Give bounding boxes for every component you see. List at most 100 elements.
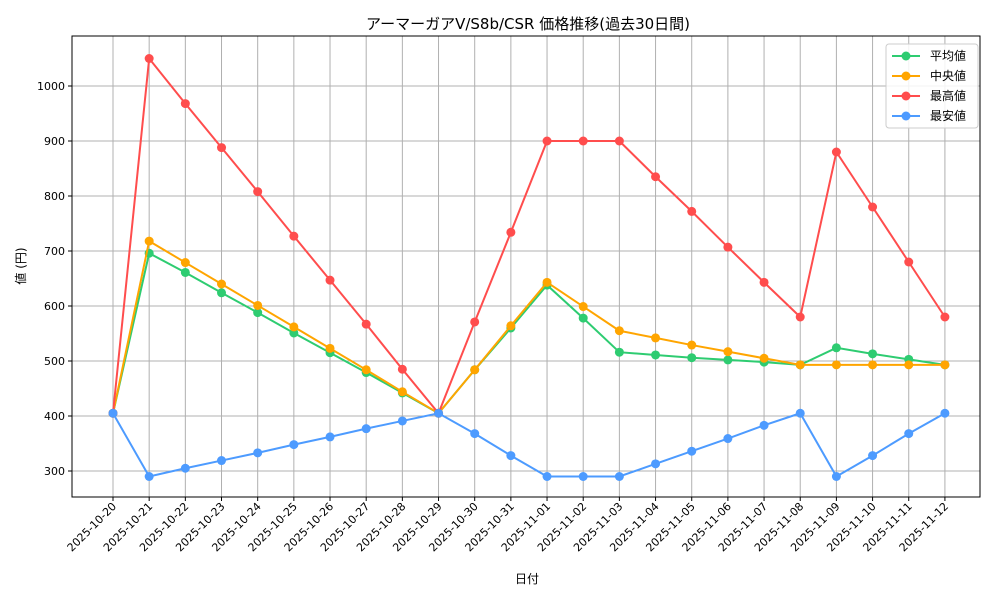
data-point [759, 277, 769, 287]
legend-label: 最安値 [930, 108, 966, 123]
chart-title: アーマーガアV/S8b/CSR 価格推移(過去30日間) [366, 15, 690, 33]
data-point [723, 434, 733, 444]
data-point [144, 54, 154, 63]
data-point [325, 343, 335, 353]
data-point [361, 365, 371, 375]
y-tick-label: 400 [44, 410, 65, 423]
data-point [940, 312, 950, 322]
series-最安値 [108, 408, 950, 481]
data-point [795, 360, 805, 370]
data-point [397, 416, 407, 426]
y-tick-label: 900 [44, 135, 65, 148]
data-point [687, 353, 697, 363]
legend-item: 平均値 [892, 48, 966, 63]
data-point [578, 302, 588, 312]
data-point [723, 347, 733, 357]
data-point [578, 136, 588, 146]
y-tick-label: 1000 [37, 80, 65, 93]
data-point [759, 353, 769, 363]
data-point [217, 279, 227, 289]
legend-marker-icon [901, 111, 911, 121]
data-point [831, 147, 841, 157]
grid-lines [72, 36, 980, 497]
legend-label: 中央値 [930, 68, 966, 83]
data-point [289, 440, 299, 450]
data-point [651, 459, 661, 469]
data-point [614, 472, 624, 481]
data-point [831, 360, 841, 370]
data-point [868, 451, 878, 461]
data-point [614, 326, 624, 336]
data-point [723, 355, 733, 365]
data-point [904, 257, 914, 267]
data-point [578, 472, 588, 481]
legend-marker-icon [901, 91, 911, 101]
data-point [180, 463, 190, 473]
series-平均値 [108, 248, 950, 418]
data-point [651, 333, 661, 343]
series-line [112, 239, 945, 415]
x-axis: 2025-10-202025-10-212025-10-222025-10-23… [65, 497, 951, 554]
data-point [651, 350, 661, 360]
data-point [180, 267, 190, 277]
data-point [325, 275, 335, 285]
data-point [217, 288, 227, 298]
y-tick-label: 600 [44, 300, 65, 313]
data-point [687, 206, 697, 216]
data-point [831, 343, 841, 353]
data-point [108, 408, 118, 418]
y-tick-label: 500 [44, 355, 65, 368]
data-point [253, 448, 263, 458]
data-point [217, 143, 227, 153]
legend-label: 平均値 [930, 48, 966, 63]
data-point [868, 360, 878, 370]
data-point [506, 227, 516, 237]
data-point [506, 321, 516, 331]
data-point [144, 236, 154, 246]
series-line [112, 412, 946, 478]
y-tick-label: 300 [44, 465, 65, 478]
y-axis: 300 400 500 600 700 800 900 1000 [37, 80, 72, 478]
data-point [253, 187, 263, 197]
data-point [470, 429, 480, 439]
plot-frame [71, 35, 981, 498]
series-最高値 [108, 54, 950, 418]
data-point [868, 349, 878, 359]
y-tick-label: 700 [44, 245, 65, 258]
data-point [361, 319, 371, 329]
data-point [397, 364, 407, 374]
legend-item: 中央値 [892, 68, 966, 83]
data-point [361, 424, 371, 434]
data-point [542, 136, 552, 146]
data-point [904, 360, 914, 370]
data-point [795, 312, 805, 322]
data-point [289, 322, 299, 332]
data-point [831, 472, 841, 481]
data-point [470, 365, 480, 375]
data-point [940, 360, 950, 370]
data-point [506, 451, 516, 461]
data-point [325, 432, 335, 442]
legend-box [885, 43, 979, 129]
series-lines [108, 54, 950, 481]
data-point [542, 472, 552, 481]
data-point [180, 258, 190, 268]
data-point [289, 231, 299, 241]
data-point [578, 313, 588, 323]
data-point [253, 308, 263, 318]
legend-marker-icon [901, 71, 911, 81]
y-axis-label: 値 (円) [13, 247, 28, 284]
data-point [614, 136, 624, 146]
data-point [434, 408, 444, 418]
legend-label: 最高値 [930, 88, 966, 103]
data-point [470, 317, 480, 327]
series-line [112, 251, 946, 415]
data-point [397, 387, 407, 397]
x-axis-label: 日付 [515, 572, 539, 586]
data-point [614, 347, 624, 357]
data-point [795, 408, 805, 418]
legend-item: 最高値 [892, 88, 966, 103]
